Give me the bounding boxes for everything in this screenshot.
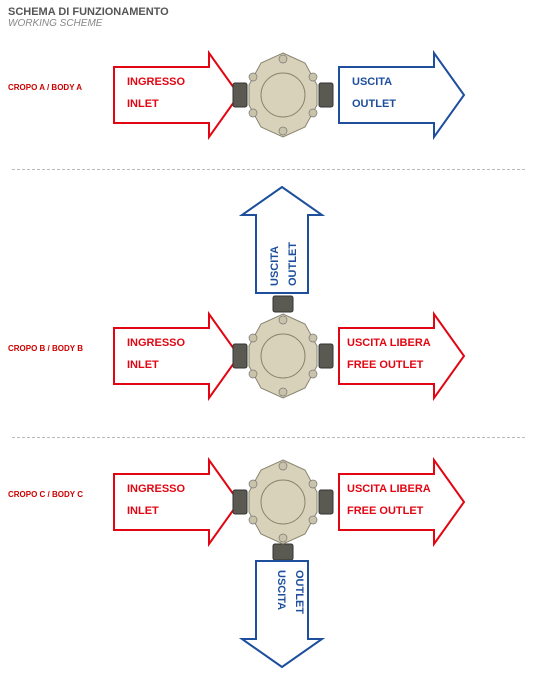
outlet-it: USCITA	[352, 76, 392, 88]
top-outlet-arrow	[242, 187, 322, 293]
bottom-outlet-en: OUTLET	[293, 570, 305, 614]
header: SCHEMA DI FUNZIONAMENTO WORKING SCHEME	[0, 0, 537, 31]
row-label-a: CROPO A / BODY A	[8, 83, 82, 92]
outlet-arrow	[339, 53, 464, 137]
bottom-outlet-it: USCITA	[275, 570, 287, 610]
top-outlet-en: OUTLET	[287, 242, 299, 286]
inlet-arrow	[114, 53, 239, 137]
inlet-arrow	[114, 460, 239, 544]
top-outlet-it: USCITA	[269, 246, 281, 286]
row-label-b: CROPO B / BODY B	[8, 344, 83, 353]
divider	[12, 169, 525, 170]
valve-icon	[233, 53, 333, 137]
valve-icon	[233, 296, 333, 398]
title-it: SCHEMA DI FUNZIONAMENTO	[8, 6, 529, 18]
diagram-a: INGRESSO INLET USCITA OUTLET	[19, 35, 519, 155]
free-outlet-arrow	[339, 460, 464, 544]
divider	[12, 437, 525, 438]
diagram-c: INGRESSO INLET USCITA LIBERA FREE OUTLET…	[19, 446, 519, 681]
valve-icon	[233, 460, 333, 560]
free-outlet-it: USCITA LIBERA	[347, 483, 431, 495]
free-outlet-en: FREE OUTLET	[347, 359, 424, 371]
free-outlet-arrow	[339, 314, 464, 398]
section-body-a: CROPO A / BODY A INGRESSO INLET USCITA O…	[0, 31, 537, 165]
section-body-c: CROPO C / BODY C INGRESSO INLET USCITA L…	[0, 442, 537, 691]
inlet-en: INLET	[127, 359, 159, 371]
free-outlet-en: FREE OUTLET	[347, 505, 424, 517]
inlet-arrow	[114, 314, 239, 398]
inlet-it: INGRESSO	[127, 337, 186, 349]
diagram-b: USCITA OUTLET INGRESSO INLET USCITA LIBE…	[19, 178, 519, 423]
inlet-en: INLET	[127, 505, 159, 517]
outlet-en: OUTLET	[352, 98, 396, 110]
row-label-c: CROPO C / BODY C	[8, 490, 83, 499]
inlet-it: INGRESSO	[127, 483, 186, 495]
inlet-en: INLET	[127, 98, 159, 110]
title-en: WORKING SCHEME	[8, 18, 529, 29]
free-outlet-it: USCITA LIBERA	[347, 337, 431, 349]
section-body-b: CROPO B / BODY B USCITA OUTLET INGRESSO …	[0, 174, 537, 433]
inlet-it: INGRESSO	[127, 76, 186, 88]
